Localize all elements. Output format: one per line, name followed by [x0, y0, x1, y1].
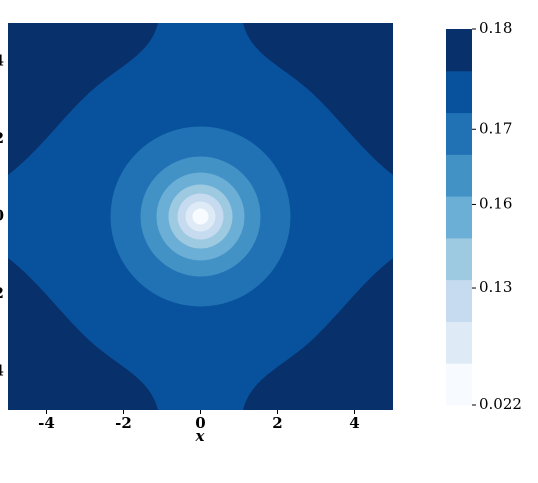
colorbar-band — [446, 363, 472, 406]
colorbar-band — [446, 70, 472, 114]
x-tick-label: 2 — [272, 414, 282, 432]
contour-region — [8, 23, 158, 175]
x-tick-label: 4 — [349, 414, 359, 432]
y-tick-label: 0 — [0, 207, 4, 225]
colorbar-tick-label: 0.022 — [479, 395, 522, 413]
colorbar-band — [446, 279, 472, 322]
x-tick-label: -2 — [115, 414, 132, 432]
y-tick-label: 4 — [0, 52, 4, 70]
colorbar-band — [446, 29, 472, 72]
colorbar-tick-label: 0.13 — [479, 278, 512, 296]
x-tick-label: 0 — [195, 414, 205, 432]
contour-region — [243, 23, 393, 175]
contour-region — [8, 258, 158, 410]
y-tick-label: -2 — [0, 284, 4, 302]
colorbar-tick-label: 0.16 — [479, 194, 512, 212]
colorbar-band — [446, 196, 472, 239]
colorbar-band — [446, 321, 472, 364]
contour-field — [8, 23, 393, 410]
contour-region — [192, 208, 209, 225]
colorbar-tick-label: 0.18 — [479, 19, 512, 37]
colorbar-band — [446, 237, 472, 281]
x-tick-label: -4 — [38, 414, 55, 432]
colorbar-band — [446, 154, 472, 197]
x-axis-label: x — [195, 427, 206, 445]
colorbar-band — [446, 112, 472, 155]
colorbar-tick-label: 0.17 — [479, 119, 512, 137]
y-tick-label: 2 — [0, 129, 4, 147]
y-tick-label: -4 — [0, 361, 4, 379]
contour-region — [243, 258, 393, 410]
